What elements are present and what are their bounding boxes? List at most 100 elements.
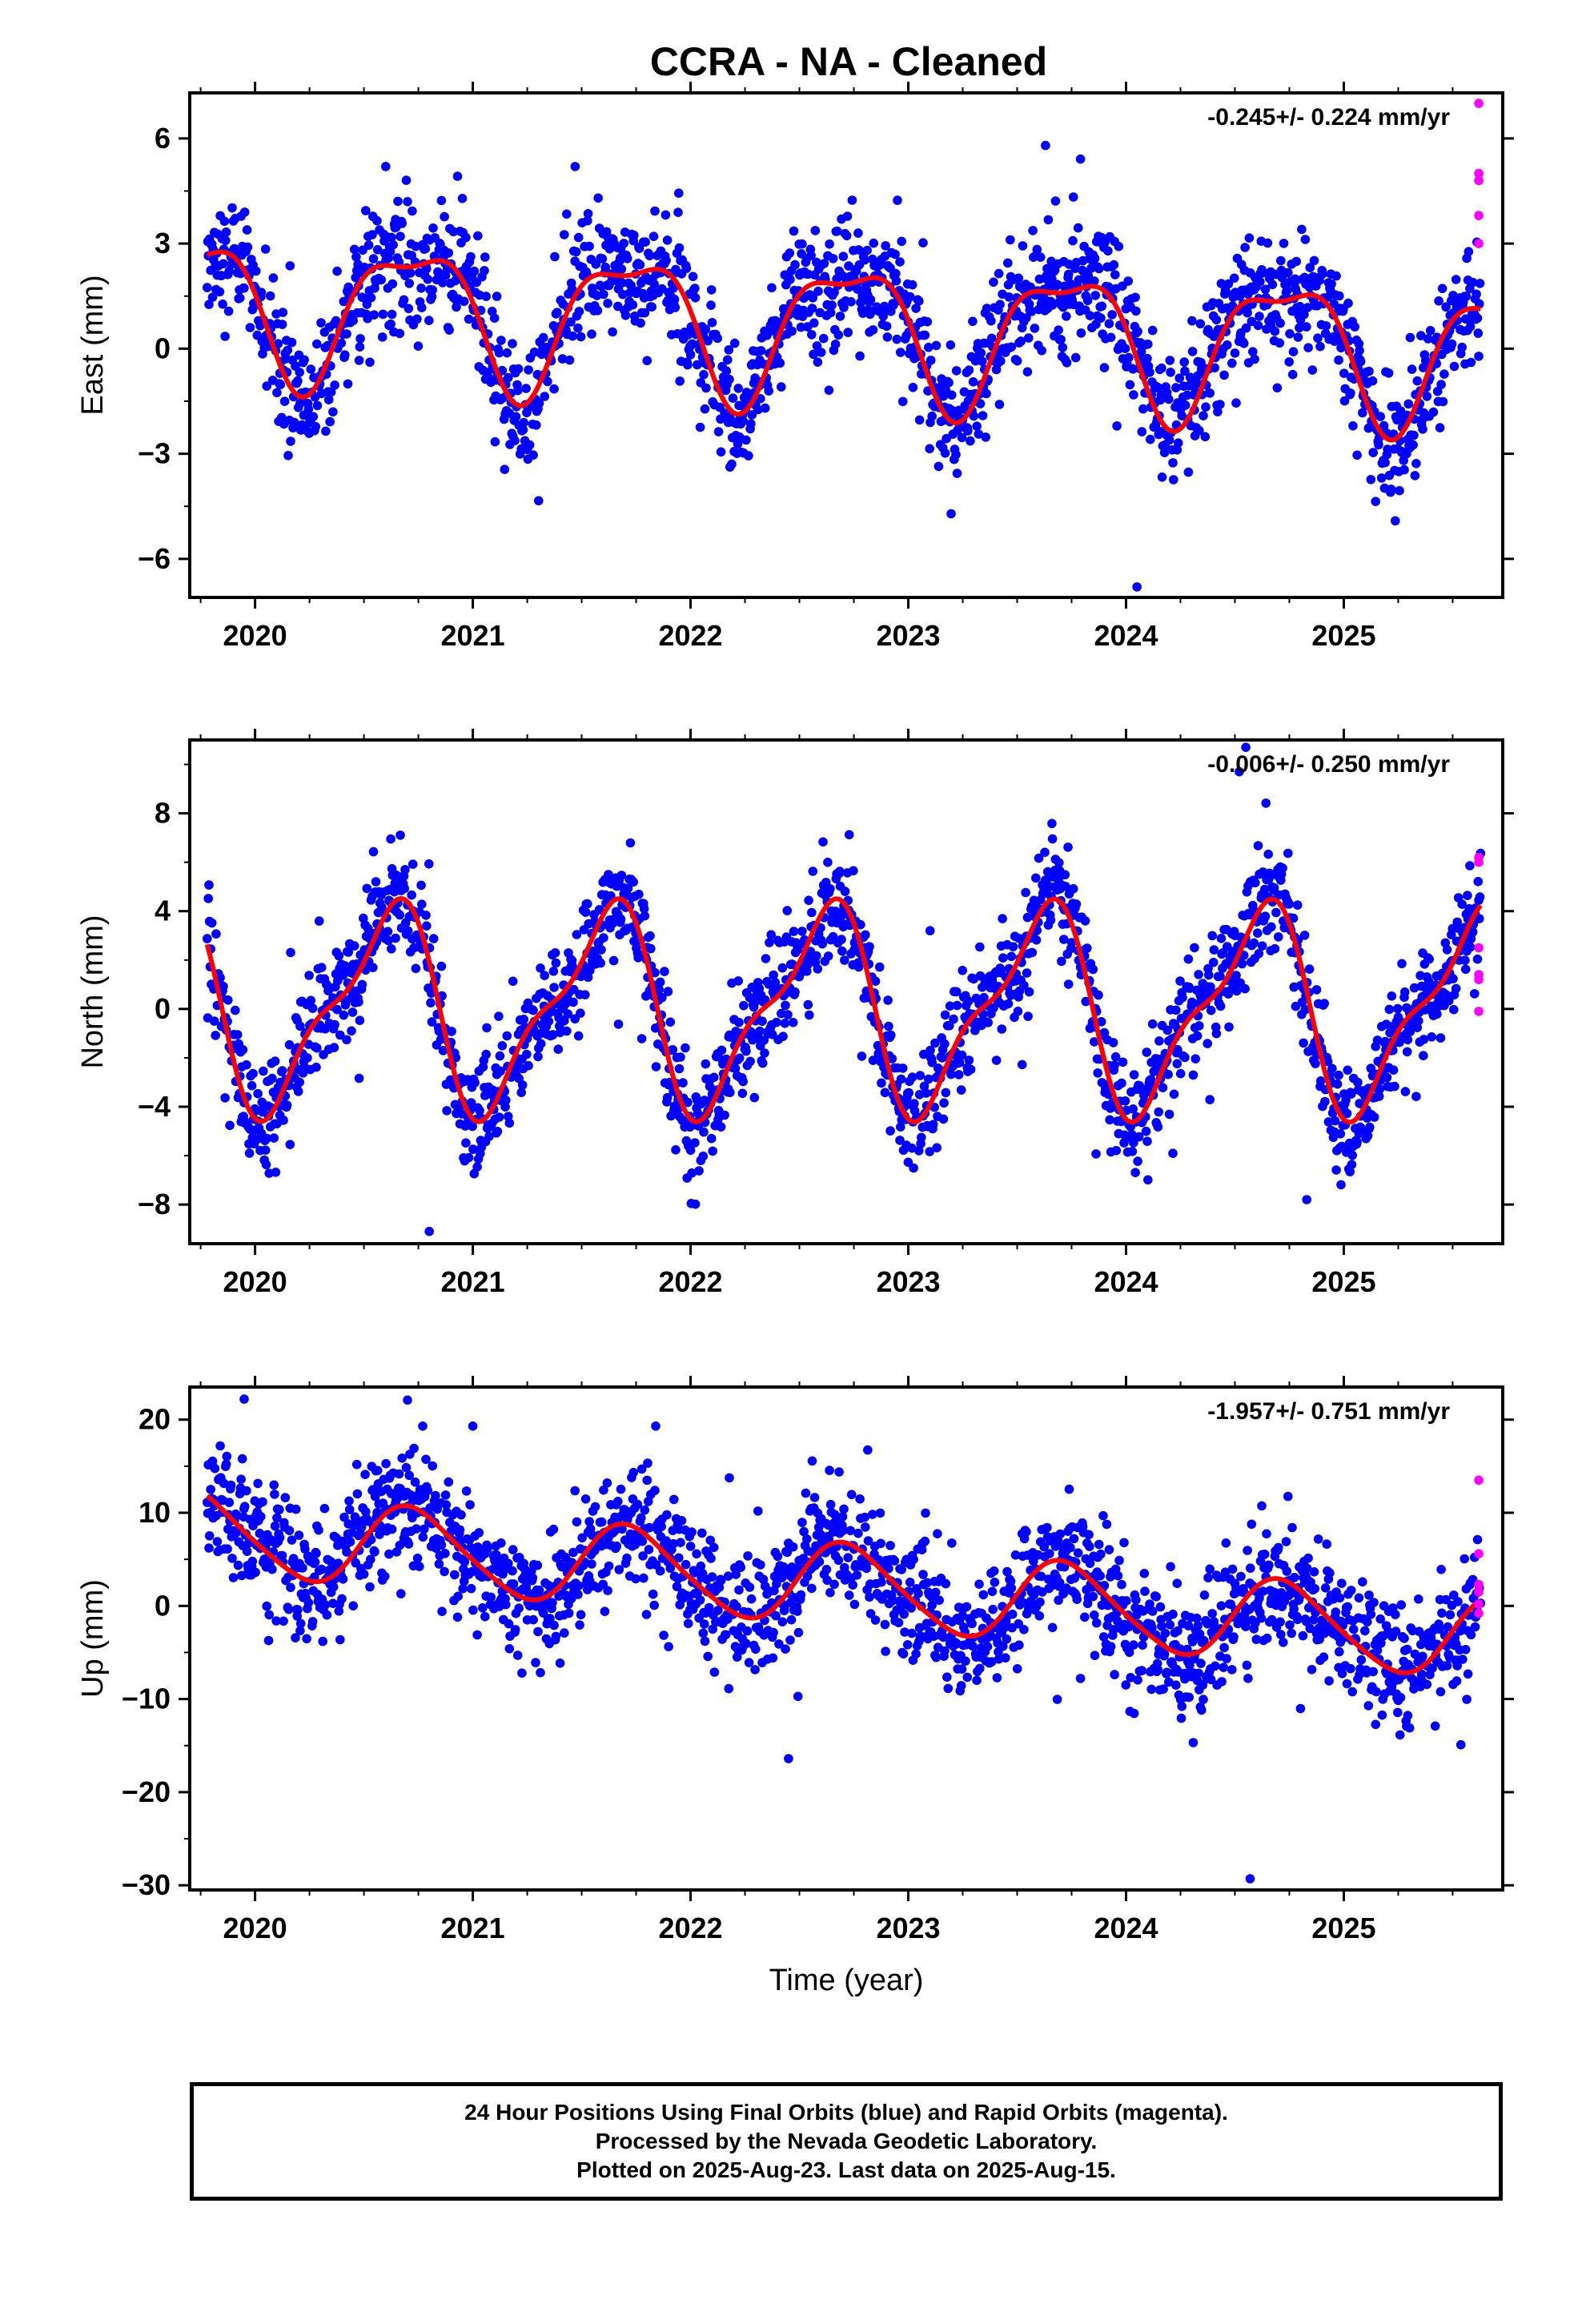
data-point — [1075, 154, 1086, 164]
data-point — [852, 1570, 862, 1580]
data-point — [544, 1016, 554, 1027]
data-point — [461, 1486, 472, 1496]
data-point — [724, 345, 734, 355]
data-point — [271, 1168, 281, 1177]
data-point — [1024, 987, 1034, 997]
data-point — [1047, 834, 1058, 844]
data-point — [452, 171, 463, 181]
data-point — [480, 266, 489, 275]
data-point — [869, 238, 878, 248]
data-point — [681, 263, 692, 273]
data-point — [396, 1589, 406, 1598]
data-point — [1448, 974, 1458, 983]
data-point — [1299, 1038, 1308, 1048]
data-point — [769, 1627, 778, 1638]
data-point — [925, 444, 934, 454]
data-point — [709, 1072, 719, 1083]
data-point — [650, 1486, 660, 1495]
data-point — [1183, 467, 1194, 477]
data-point — [468, 1144, 478, 1154]
data-point — [1346, 1089, 1356, 1099]
data-point — [672, 1582, 682, 1591]
data-point — [729, 338, 740, 348]
data-point — [329, 1043, 339, 1052]
data-point — [1465, 861, 1475, 870]
rapid-orbit-point — [1474, 943, 1484, 953]
data-point — [1035, 252, 1046, 262]
data-point — [1437, 283, 1447, 294]
data-point — [930, 1038, 940, 1048]
data-point — [245, 323, 255, 332]
data-point — [295, 1626, 305, 1636]
data-point — [1157, 472, 1167, 482]
data-point — [466, 1098, 476, 1108]
data-point — [267, 1564, 277, 1574]
data-point — [365, 1582, 375, 1592]
data-point — [1129, 1138, 1138, 1148]
data-point — [219, 981, 228, 991]
data-point — [347, 1026, 356, 1036]
data-point — [235, 293, 245, 304]
data-point — [549, 384, 559, 394]
data-point — [337, 1594, 347, 1604]
data-point — [1251, 878, 1260, 888]
data-point — [1402, 1047, 1412, 1057]
data-point — [670, 303, 681, 312]
data-point — [255, 1528, 265, 1538]
data-point — [1345, 1167, 1355, 1176]
data-point — [946, 340, 956, 350]
data-point — [1154, 1107, 1163, 1117]
data-point — [376, 275, 387, 285]
data-point — [1168, 1148, 1178, 1158]
data-point — [829, 1579, 839, 1590]
data-point — [787, 326, 797, 336]
data-point — [1062, 358, 1072, 368]
data-point — [1066, 938, 1077, 947]
data-point — [227, 1554, 237, 1563]
data-point — [1133, 327, 1142, 336]
data-point — [651, 1062, 661, 1072]
data-point — [844, 1590, 854, 1600]
data-point — [502, 348, 512, 358]
data-point — [1157, 363, 1166, 373]
data-point — [484, 1132, 494, 1141]
data-point — [548, 1598, 557, 1607]
data-point — [596, 1517, 607, 1527]
data-point — [821, 1565, 832, 1574]
data-point — [378, 309, 388, 320]
data-point — [494, 1112, 504, 1122]
data-point — [323, 1566, 334, 1575]
data-point — [512, 385, 523, 396]
data-point — [1227, 358, 1237, 368]
data-point — [612, 1541, 622, 1551]
data-point — [464, 314, 474, 324]
data-point — [825, 1587, 835, 1598]
data-point — [372, 245, 383, 255]
data-point — [404, 1539, 414, 1549]
data-point — [481, 1049, 491, 1059]
data-point — [293, 1087, 303, 1096]
data-point — [580, 1494, 591, 1504]
data-point — [344, 1496, 354, 1506]
data-point — [593, 193, 603, 203]
final-orbit-points — [202, 742, 1486, 1236]
data-point — [303, 1598, 314, 1608]
data-point — [863, 1536, 873, 1546]
data-point — [492, 1550, 501, 1560]
data-point — [421, 911, 431, 920]
data-point — [1297, 224, 1307, 235]
data-point — [1076, 328, 1086, 338]
data-point — [496, 1066, 505, 1076]
data-point — [1085, 311, 1095, 320]
data-point — [915, 1071, 926, 1080]
data-point — [550, 948, 560, 958]
data-point — [645, 931, 655, 941]
data-point — [564, 1608, 574, 1618]
data-point — [989, 1003, 998, 1013]
data-point — [1244, 233, 1255, 243]
data-point — [492, 1127, 503, 1136]
data-point — [669, 283, 678, 293]
data-point — [951, 987, 962, 997]
data-point — [580, 990, 590, 999]
data-point — [966, 436, 975, 446]
